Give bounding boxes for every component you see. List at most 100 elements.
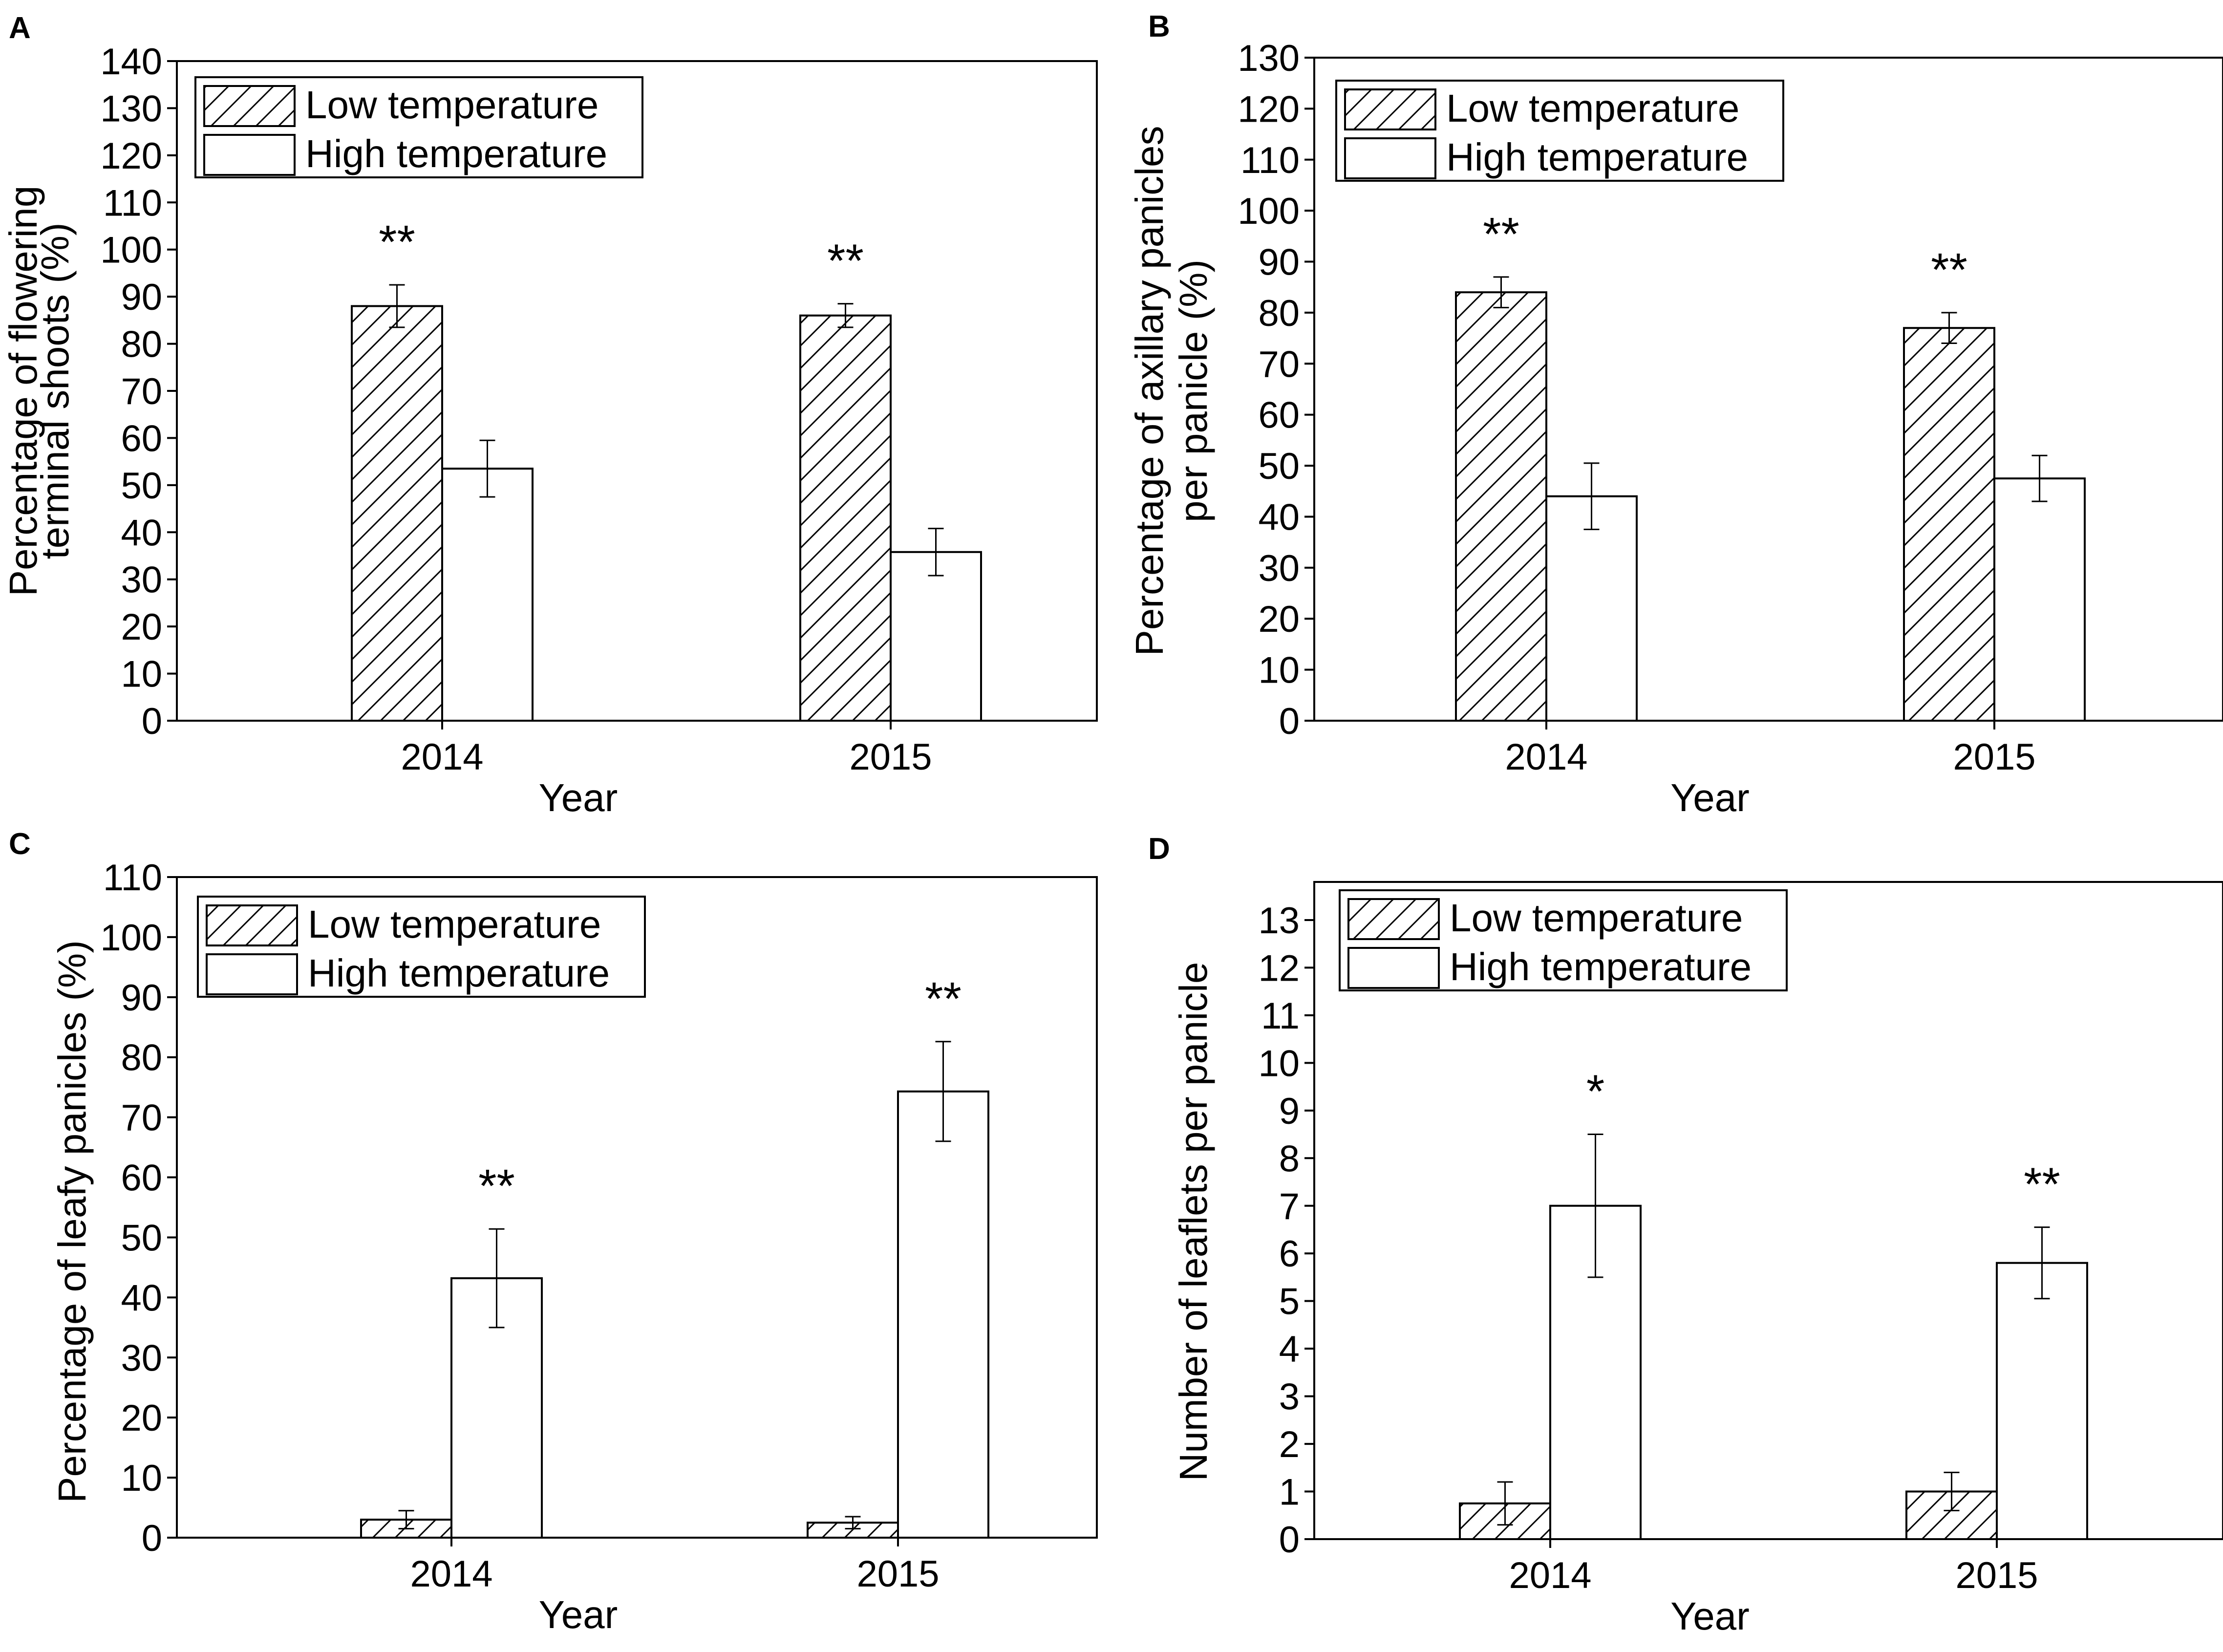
significance-marker: ** [379,216,415,268]
legend-label: High temperature [305,132,607,175]
significance-marker: ** [1931,244,1967,296]
y-tick-label: 130 [100,88,162,129]
y-axis-title: terminal shoots (%) [33,222,77,559]
y-tick-label: 90 [121,277,162,318]
y-tick-label: 4 [1279,1329,1300,1370]
y-axis-title: Percentage of leafy panicles (%) [50,940,94,1503]
y-tick-label: 13 [1258,900,1300,942]
y-tick-label: 12 [1258,947,1300,989]
y-tick-label: 10 [121,1458,162,1499]
y-tick-label: 60 [121,1158,162,1199]
plot-frame [1313,881,2223,1540]
plot-frame [176,876,1098,1539]
x-axis-title: Year [1670,776,1750,819]
y-tick-label: 2 [1279,1424,1300,1465]
y-tick-label: 50 [121,465,162,507]
y-tick-label: 0 [142,701,162,742]
y-tick-label: 1 [1279,1472,1300,1513]
significance-marker: ** [827,235,864,287]
y-tick-label: 0 [1279,1519,1300,1561]
y-tick-label: 30 [121,559,162,601]
y-tick-label: 3 [1279,1376,1300,1418]
y-tick-label: 130 [1238,38,1300,79]
legend-swatch-hatched [206,904,298,946]
bar-high-temperature-2014 [441,468,534,722]
y-tick-label: 100 [100,230,162,271]
legend-label: Low temperature [305,83,598,127]
legend-label: Low temperature [308,902,601,946]
panel-letter: A [9,11,31,45]
y-tick-label: 20 [1258,599,1300,640]
legend-label: High temperature [308,951,610,995]
x-tick-label: 2015 [1953,736,2035,778]
y-tick-label: 100 [100,917,162,959]
legend: Low temperature High temperature [1335,80,1784,182]
y-tick-label: 0 [142,1518,162,1559]
y-tick-label: 6 [1279,1233,1300,1275]
y-tick-label: 110 [103,182,162,224]
bar-high-temperature-2015 [890,551,982,722]
bar-low-temperature-2015 [1903,327,1995,722]
y-tick-label: 10 [1258,650,1300,691]
bar-high-temperature-2015 [1993,477,2086,722]
x-tick-label: 2014 [401,736,483,778]
panel-letter: C [9,827,31,861]
chart-panel-a: A 0 10 20 30 40 50 60 70 80 90 100 110 120 130 140 Perce… [1,11,1098,819]
legend-swatch-hatched [1347,898,1440,940]
y-tick-label: 10 [1258,1043,1300,1084]
y-tick-label: 50 [121,1217,162,1259]
y-tick-label: 30 [121,1337,162,1379]
x-tick-label: 2015 [849,736,932,778]
legend-label: High temperature [1446,135,1748,179]
bar-low-temperature-2014 [351,305,443,722]
significance-marker: * [1586,1066,1604,1118]
y-tick-label: 70 [121,1097,162,1139]
legend-label: High temperature [1450,945,1752,988]
y-tick-label: 40 [1258,496,1300,538]
y-tick-label: 120 [1238,88,1300,130]
legend-swatch-hatched [1344,88,1436,130]
bar-high-temperature-2015 [1996,1262,2088,1541]
y-axis-title: Number of leaflets per panicle [1172,962,1215,1481]
legend-label: Low temperature [1450,896,1743,940]
panels: A0102030405060708090100110120130140Perce… [1,10,2223,1638]
significance-marker: ** [1483,208,1519,260]
y-tick-label: 100 [1238,191,1300,232]
legend: Low temperature High temperature [197,896,646,998]
y-tick-label: 140 [100,41,162,83]
y-tick-label: 60 [121,418,162,459]
x-tick-label: 2014 [1505,736,1587,778]
legend-swatch-hatched [203,85,296,127]
plot-frame [1313,57,2223,722]
y-tick-label: 110 [1240,140,1300,181]
legend-swatch-open [203,134,296,176]
bar-low-temperature-2015 [799,314,892,722]
panel-letter: B [1148,10,1170,43]
y-tick-label: 120 [100,135,162,177]
y-tick-label: 40 [121,1277,162,1319]
legend-swatch-open [206,953,298,995]
x-axis-title: Year [1670,1594,1750,1638]
x-axis-title: Year [539,1593,618,1636]
x-tick-label: 2015 [856,1553,939,1595]
significance-marker: ** [925,973,962,1025]
legend-label: Low temperature [1446,86,1739,130]
y-tick-label: 70 [121,371,162,412]
y-tick-label: 0 [1279,701,1300,742]
y-tick-label: 20 [121,606,162,648]
legend: Low temperature High temperature [194,76,643,178]
y-tick-label: 80 [121,1037,162,1079]
y-axis-title: Percentage of axillary panicles [1128,126,1171,656]
y-tick-label: 5 [1279,1281,1300,1323]
y-tick-label: 40 [121,512,162,554]
legend-swatch-open [1344,137,1436,179]
y-tick-label: 110 [103,857,162,899]
x-tick-label: 2014 [1509,1555,1591,1596]
y-tick-label: 70 [1258,343,1300,385]
legend: Low temperature High temperature [1339,889,1788,991]
chart-panel-b: B 0 10 20 30 40 50 60 70 80 90 100 110 120 130 Percenta… [1128,10,2223,819]
bar-low-temperature-2014 [1455,291,1547,722]
y-tick-label: 90 [121,977,162,1019]
